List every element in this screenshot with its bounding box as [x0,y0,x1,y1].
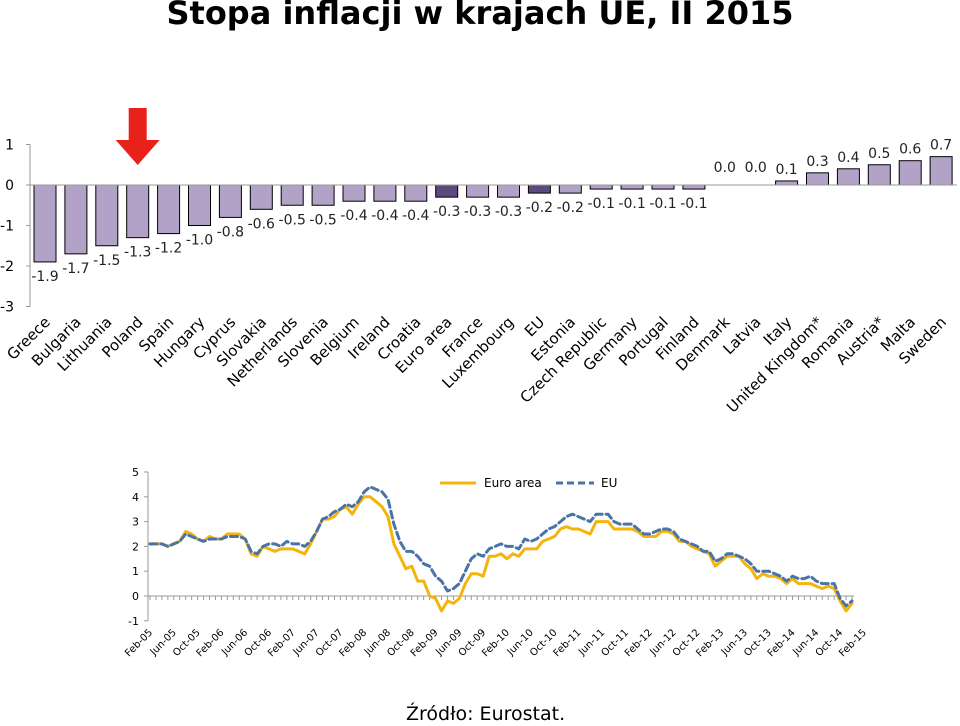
series-line-euro-area [148,495,854,613]
bar-value-label: -1.2 [155,241,182,257]
y-tick-label: 4 [132,491,139,504]
bar-value-label: -1.9 [31,269,58,285]
y-tick-label: -1 [128,615,139,628]
bar-value-label: -0.3 [495,204,522,220]
y-tick-label: -1 [0,219,14,235]
down-arrow-icon [115,108,160,165]
bar-chart: 10-1-2-3-1.9Greece-1.7Bulgaria-1.5Lithua… [0,108,957,416]
bar-value-label: -0.4 [402,208,429,224]
bar-value-label: -0.1 [680,196,707,212]
bar-value-label: -0.8 [217,224,244,240]
y-tick-label: -3 [0,300,14,316]
legend-label: Euro area [484,476,542,490]
bar-value-label: 0.0 [714,160,736,176]
bar-value-label: 0.5 [868,146,890,162]
bar-value-label: 0.3 [806,154,828,170]
bar-value-label: -0.6 [248,216,275,232]
y-tick-label: -2 [0,259,14,275]
bar-value-label: -1.0 [186,233,213,249]
bar-value-label: 0.1 [775,162,797,178]
legend-label: EU [601,476,617,490]
x-tick-label: Feb-05 [123,627,155,659]
bar-value-label: 0.4 [837,150,859,166]
y-tick-label: 1 [132,565,139,578]
bar-value-label: 0.0 [745,160,767,176]
y-tick-label: 0 [5,178,14,194]
bar-value-label: -1.3 [124,245,151,261]
bar-value-label: -1.5 [93,253,120,269]
bar-value-label: -0.1 [588,196,615,212]
bar-value-label: -0.2 [526,200,553,216]
bar-value-label: 0.7 [930,138,952,154]
bar-value-label: -1.7 [62,261,89,277]
bar-value-label: -0.1 [649,196,676,212]
bar-value-label: -0.3 [464,204,491,220]
y-tick-label: 1 [5,138,14,154]
bar-value-label: -0.5 [309,212,336,228]
source-note: Źródło: Eurostat. [406,703,566,725]
bar-value-label: -0.4 [340,208,367,224]
bar-value-label: -0.5 [279,212,306,228]
bar-value-label: 0.6 [899,142,921,158]
y-tick-label: 5 [132,466,139,479]
y-tick-label: 3 [132,516,139,529]
page-title: Stopa inflacji w krajach UE, II 2015 [166,0,794,32]
series-line-eu [148,485,854,608]
bar-value-label: -0.1 [618,196,645,212]
bar-value-label: -0.2 [557,200,584,216]
y-tick-label: 2 [132,540,139,553]
bar-value-label: -0.3 [433,204,460,220]
bar-value-label: -0.4 [371,208,398,224]
y-tick-label: 0 [132,590,139,603]
